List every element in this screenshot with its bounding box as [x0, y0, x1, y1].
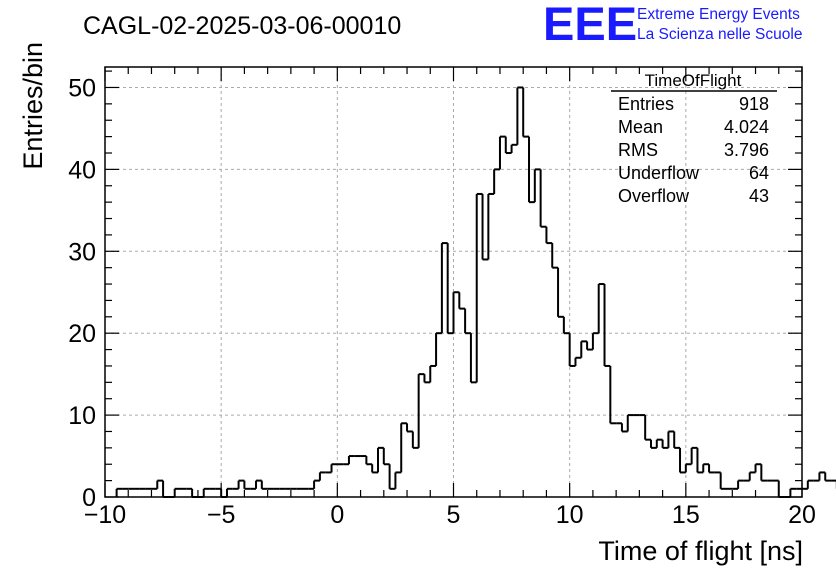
logo-line-2: La Scienza nelle Scuole [637, 26, 802, 43]
y-tick-label: 20 [68, 320, 96, 348]
x-axis-title: Time of flight [ns] [598, 536, 803, 566]
run-title: CAGL-02-2025-03-06-00010 [83, 12, 401, 40]
eee-logo: EEE Extreme Energy Events La Scienza nel… [543, 0, 802, 50]
stats-label: RMS [618, 140, 658, 160]
stats-value: 64 [749, 163, 769, 183]
logo-line-1: Extreme Energy Events [637, 6, 800, 23]
stats-value: 3.796 [724, 140, 769, 160]
logo-letters: EEE [543, 0, 637, 50]
stats-box: TimeOfFlight Entries 918 Mean 4.024 RMS 3.796… [611, 71, 777, 206]
y-tick-labels: 0 10 20 30 40 50 [68, 74, 96, 512]
x-tick-labels: −10 −5 0 5 10 15 20 [84, 501, 816, 529]
stats-rows: Entries 918 Mean 4.024 RMS 3.796 Underflow 64 Ov… [618, 94, 769, 206]
y-tick-label: 10 [68, 402, 96, 430]
axes [104, 66, 803, 498]
stats-title: TimeOfFlight [645, 71, 742, 90]
stats-label: Underflow [618, 163, 700, 183]
x-tick-label: 0 [330, 501, 344, 529]
y-tick-label: 40 [68, 156, 96, 184]
stats-value: 918 [739, 94, 769, 114]
stats-value: 43 [749, 186, 769, 206]
y-tick-label: 0 [82, 484, 96, 512]
histogram-bars [115, 86, 836, 498]
x-tick-label: −10 [84, 501, 126, 529]
stats-label: Entries [618, 94, 674, 114]
x-tick-label: 15 [672, 501, 700, 529]
y-tick-label: 50 [68, 74, 96, 102]
stats-label: Mean [618, 117, 663, 137]
x-tick-label: −5 [207, 501, 236, 529]
y-tick-label: 30 [68, 238, 96, 266]
x-tick-label: 5 [447, 501, 461, 529]
x-tick-label: 20 [788, 501, 816, 529]
x-tick-label: 10 [556, 501, 584, 529]
plot-frame [104, 66, 803, 498]
stats-label: Overflow [618, 186, 690, 206]
stats-value: 4.024 [724, 117, 769, 137]
y-axis-title: Entries/bin [18, 42, 48, 170]
grid-lines [105, 67, 802, 497]
